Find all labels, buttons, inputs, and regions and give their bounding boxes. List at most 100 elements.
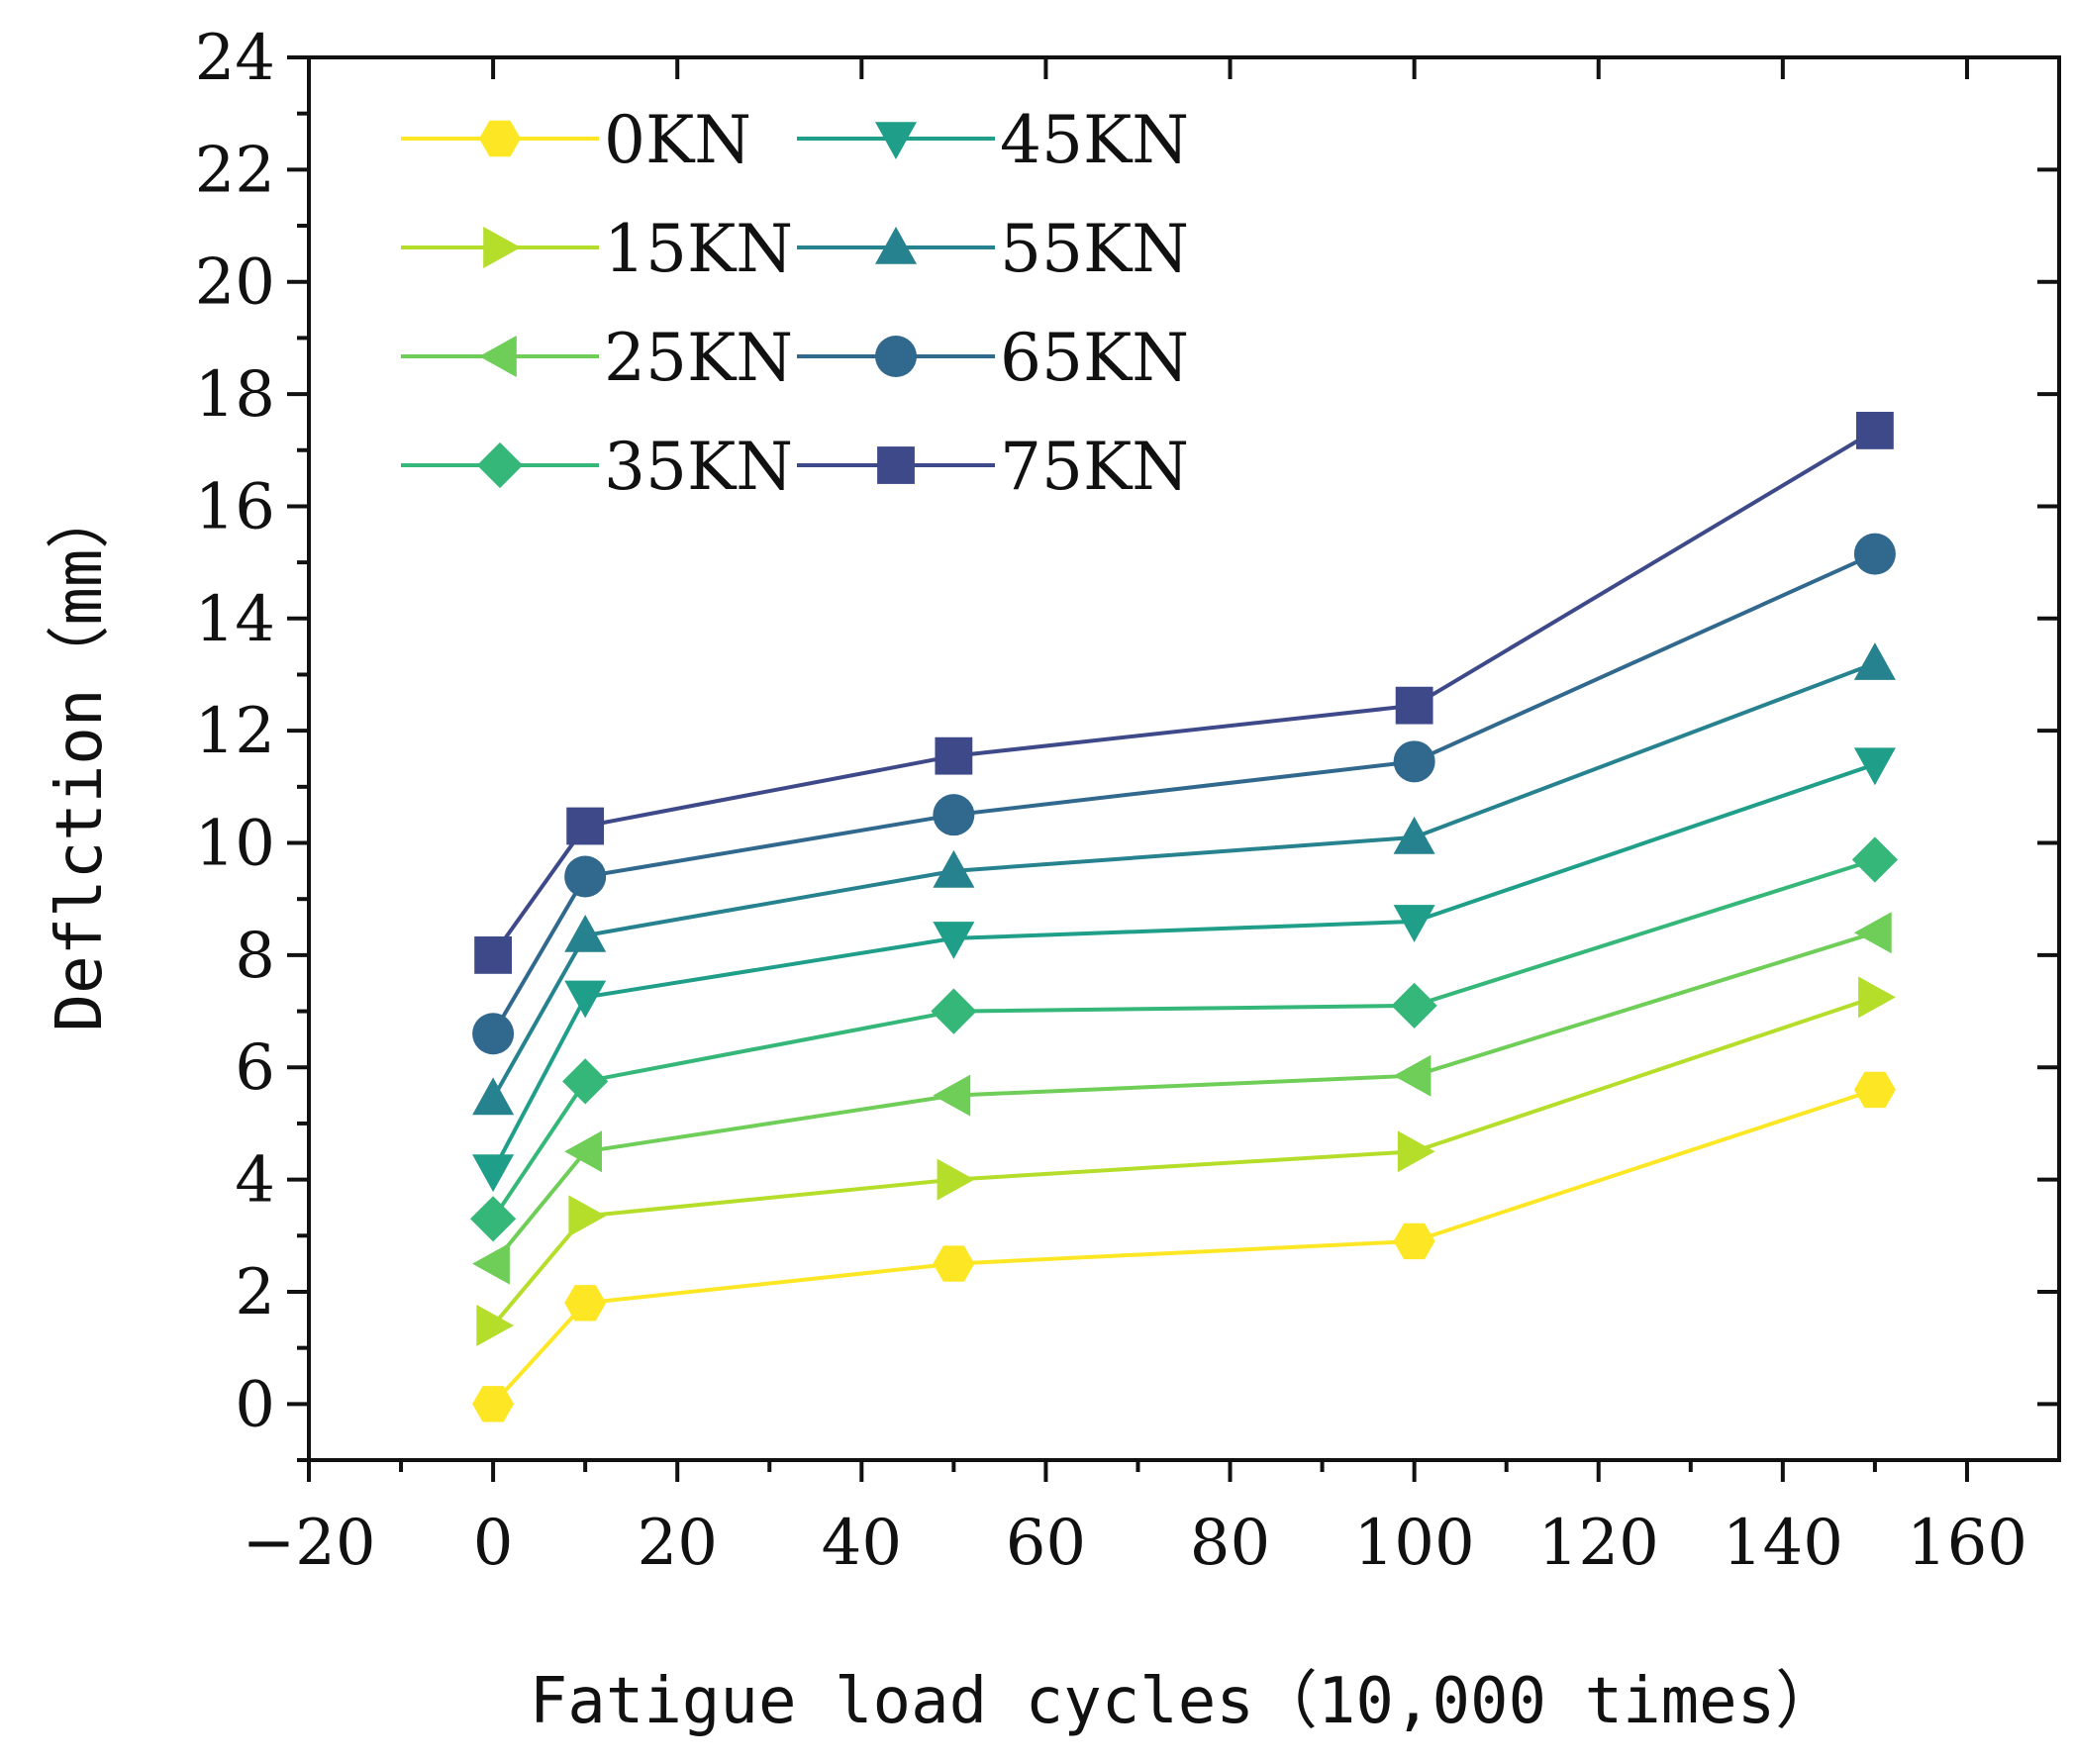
data-point-marker <box>1853 747 1896 786</box>
legend-item-15kn: 15KN <box>401 211 793 287</box>
legend-item-45kn: 45KN <box>797 102 1189 178</box>
legend-item-25kn: 25KN <box>401 320 793 396</box>
y-tick-label: 0 <box>235 1368 275 1441</box>
legend-label: 35KN <box>604 429 793 505</box>
x-tick-label: 140 <box>1723 1507 1843 1580</box>
data-point-marker <box>933 1245 975 1282</box>
data-point-marker <box>472 1013 515 1055</box>
data-point-marker <box>472 1154 515 1193</box>
legend-item-0kn: 0KN <box>401 102 751 178</box>
series-65kn <box>472 533 1896 1055</box>
x-tick-label: 80 <box>1190 1507 1270 1580</box>
y-tick-label: 14 <box>195 583 275 656</box>
data-point-marker <box>470 1196 517 1242</box>
data-point-marker <box>933 922 975 959</box>
plot-border <box>307 55 2061 1462</box>
data-point-marker <box>933 1074 971 1117</box>
data-point-marker <box>564 855 607 898</box>
data-point-marker <box>1855 412 1894 449</box>
legend-item-55kn: 55KN <box>797 211 1189 287</box>
x-axis-ticks: −20 0 20 40 60 80 100 120 140 160 <box>242 57 2027 1580</box>
data-point-marker <box>1393 1054 1432 1097</box>
legend-label: 25KN <box>604 320 793 396</box>
data-point-marker <box>935 736 973 775</box>
data-point-marker <box>479 120 521 157</box>
series-75kn <box>474 412 1894 974</box>
data-point-marker <box>1851 836 1898 883</box>
legend-label: 55KN <box>1000 211 1189 287</box>
data-point-marker <box>1853 1071 1896 1109</box>
data-point-marker <box>479 336 517 377</box>
legend-label: 0KN <box>604 102 751 178</box>
data-point-marker <box>1393 905 1435 942</box>
series-15kn <box>476 976 1896 1346</box>
data-point-marker <box>931 988 977 1034</box>
data-point-marker <box>933 849 975 888</box>
data-point-marker <box>1393 816 1435 854</box>
legend-item-35kn: 35KN <box>401 429 793 505</box>
series-25kn <box>472 912 1892 1285</box>
data-point-marker <box>474 935 513 974</box>
legend-label: 15KN <box>604 211 793 287</box>
x-tick-label: 120 <box>1538 1507 1659 1580</box>
x-tick-label: −20 <box>242 1507 375 1580</box>
x-tick-label: 0 <box>473 1507 514 1580</box>
legend: 0KN 15KN 25KN 35KN 45KN 55KN 65KN 75KN <box>401 102 1189 505</box>
series-layer <box>470 412 1898 1422</box>
data-point-marker <box>1858 976 1896 1019</box>
data-point-marker <box>564 1285 607 1322</box>
data-point-marker <box>875 122 917 159</box>
data-point-marker <box>1393 740 1435 783</box>
data-point-marker <box>564 915 607 952</box>
x-tick-label: 160 <box>1907 1507 2027 1580</box>
data-point-marker <box>472 1077 515 1116</box>
data-point-marker <box>476 1305 515 1346</box>
data-point-marker <box>875 336 917 377</box>
legend-item-75kn: 75KN <box>797 429 1189 505</box>
legend-label: 65KN <box>1000 320 1189 396</box>
data-point-marker <box>562 1058 609 1105</box>
y-tick-label: 18 <box>195 358 275 432</box>
y-tick-label: 16 <box>195 470 275 543</box>
x-tick-label: 100 <box>1354 1507 1475 1580</box>
y-tick-label: 24 <box>195 22 275 95</box>
y-tick-label: 12 <box>195 695 275 768</box>
plot-frame <box>307 55 2061 1462</box>
legend-label: 75KN <box>1000 429 1189 505</box>
y-tick-label: 6 <box>235 1031 275 1105</box>
series-0kn <box>472 1071 1896 1422</box>
data-point-marker <box>472 1386 515 1422</box>
data-point-marker <box>564 1130 602 1173</box>
data-point-marker <box>933 794 975 836</box>
series-35kn <box>470 836 1898 1242</box>
y-tick-label: 10 <box>195 808 275 881</box>
data-point-marker <box>1397 1130 1435 1173</box>
y-tick-label: 8 <box>235 920 275 993</box>
data-point-marker <box>1391 982 1437 1029</box>
data-point-marker <box>1853 533 1896 575</box>
data-point-marker <box>875 227 917 264</box>
x-tick-label: 40 <box>822 1507 902 1580</box>
y-tick-label: 2 <box>235 1256 275 1329</box>
x-tick-label: 20 <box>637 1507 717 1580</box>
data-point-marker <box>877 446 915 484</box>
data-point-marker <box>483 227 521 268</box>
data-point-marker <box>1853 912 1892 954</box>
legend-item-65kn: 65KN <box>797 320 1189 396</box>
data-point-marker <box>1853 642 1896 680</box>
y-tick-label: 22 <box>195 134 275 207</box>
data-point-marker <box>937 1158 975 1201</box>
data-point-marker <box>1393 1223 1435 1260</box>
data-point-marker <box>1395 686 1433 725</box>
data-point-marker <box>564 980 607 1019</box>
y-tick-label: 20 <box>195 246 275 320</box>
series-55kn <box>472 642 1896 1116</box>
data-point-marker <box>568 1195 607 1237</box>
data-point-marker <box>566 807 605 845</box>
legend-label: 45KN <box>1000 102 1189 178</box>
y-tick-label: 4 <box>235 1144 275 1218</box>
y-axis-title: Deflction（mm） <box>44 486 117 1032</box>
